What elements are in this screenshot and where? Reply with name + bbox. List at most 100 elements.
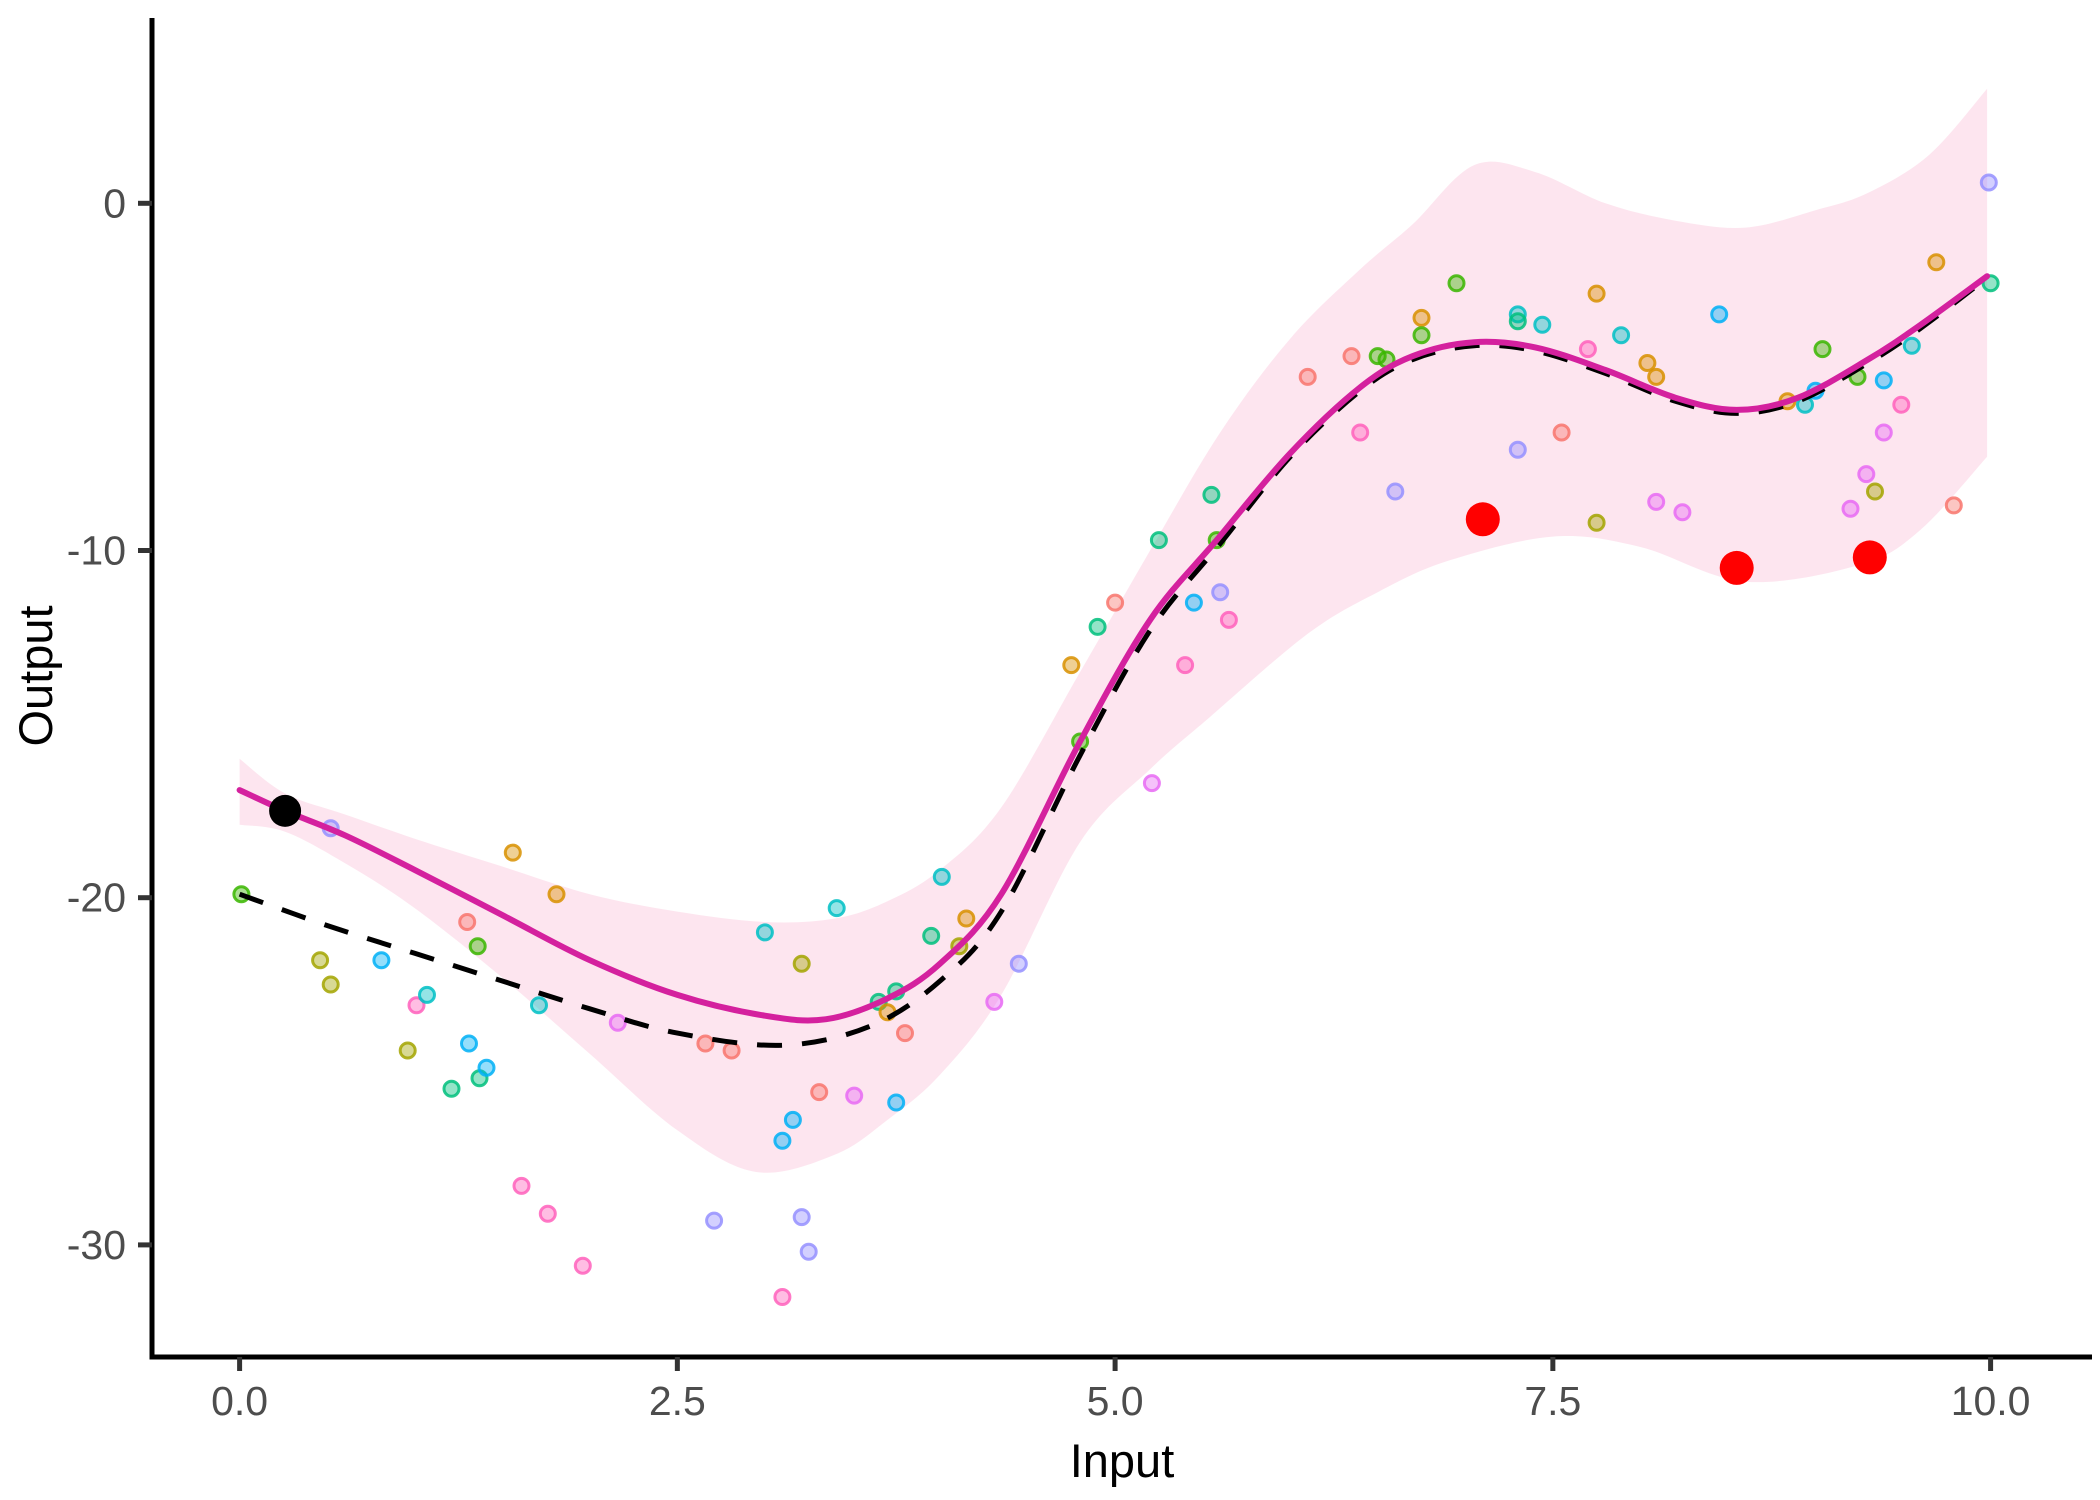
gp-mean-curve	[236, 273, 1991, 1024]
data-point-turquoise	[530, 996, 548, 1015]
data-point-orchid	[608, 1013, 627, 1032]
data-point-salmon	[1944, 496, 1963, 515]
data-point-emerald	[1149, 531, 1168, 550]
data-point-orange	[1412, 308, 1431, 327]
data-point-orange	[1647, 367, 1666, 386]
data-point-orchid	[1647, 492, 1666, 511]
data-point-emerald	[922, 926, 941, 945]
data-point-lavender	[1009, 954, 1028, 973]
data-point-salmon	[896, 1024, 914, 1043]
data-point-pink	[1351, 423, 1370, 442]
data-point-olive	[398, 1041, 417, 1060]
data-point-orange	[957, 909, 976, 928]
data-point-lavender	[1386, 482, 1405, 501]
black-highlight-point	[269, 794, 302, 827]
y-tick-label: -10	[67, 528, 126, 574]
data-point-pink	[573, 1256, 592, 1275]
data-point-pink	[1892, 395, 1911, 414]
data-point-olive	[321, 975, 340, 994]
data-point-sky	[1184, 593, 1203, 612]
data-point-green	[468, 937, 487, 956]
data-point-orchid	[1841, 499, 1860, 518]
data-point-emerald	[1088, 617, 1107, 636]
ribbon-area	[239, 88, 1988, 1173]
data-point-sky	[477, 1058, 496, 1077]
mean-curve-path	[236, 273, 1991, 1024]
data-point-orchid	[985, 992, 1004, 1011]
data-point-orchid	[1874, 423, 1893, 442]
data-point-turquoise	[418, 985, 436, 1004]
axes	[138, 18, 2092, 1371]
data-point-orange	[503, 843, 522, 862]
data-point-green	[1813, 340, 1832, 359]
data-point-salmon	[458, 913, 477, 931]
y-axis-title: Output	[9, 605, 62, 746]
x-tick-label: 10.0	[1951, 1378, 2031, 1424]
data-point-salmon	[696, 1034, 715, 1053]
true-function-dashed-curve	[238, 275, 1989, 1048]
y-tick-label: -20	[67, 875, 126, 921]
x-tick-label: 2.5	[649, 1378, 706, 1424]
x-tick-label: 0.0	[211, 1378, 268, 1424]
data-point-salmon	[1552, 423, 1571, 442]
data-point-lavender	[705, 1211, 724, 1230]
data-point-green	[1447, 274, 1466, 293]
data-point-turquoise	[1533, 315, 1552, 334]
data-point-turquoise	[1612, 326, 1631, 345]
red-highlight-point	[1719, 550, 1754, 585]
data-point-orange	[1638, 354, 1657, 372]
data-point-orange	[1927, 253, 1946, 272]
data-point-sky	[1874, 371, 1893, 390]
data-point-olive	[792, 954, 811, 973]
data-point-orchid	[1142, 774, 1161, 793]
data-point-sky	[783, 1110, 802, 1129]
data-point-emerald	[1202, 485, 1221, 504]
data-point-olive	[311, 951, 330, 970]
data-point-sky	[460, 1034, 478, 1053]
data-point-salmon	[1106, 593, 1125, 612]
data-point-lavender	[792, 1208, 811, 1227]
data-point-sky	[887, 1093, 906, 1112]
data-point-turquoise	[755, 923, 774, 942]
data-point-pink	[407, 996, 426, 1015]
dashed-curve-path	[238, 275, 1989, 1048]
red-highlight-point	[1465, 502, 1500, 537]
data-point-salmon	[1298, 367, 1317, 386]
data-point-sky	[1710, 305, 1729, 324]
x-axis-title: Input	[1070, 1434, 1175, 1487]
data-point-pink	[512, 1176, 531, 1195]
data-point-salmon	[1342, 347, 1361, 366]
data-point-orchid	[1673, 503, 1692, 522]
red-highlight-point	[1852, 540, 1887, 575]
data-point-sky	[773, 1131, 792, 1150]
data-point-orchid	[1857, 465, 1876, 484]
data-point-salmon	[810, 1083, 829, 1102]
x-tick-label: 5.0	[1087, 1378, 1144, 1424]
data-point-sky	[372, 951, 391, 970]
highlight-points	[269, 502, 1887, 827]
data-point-pink	[1219, 610, 1238, 629]
data-point-turquoise	[932, 867, 951, 886]
data-point-orange	[1062, 656, 1081, 675]
data-point-green	[1412, 326, 1431, 345]
data-point-lavender	[1508, 440, 1527, 459]
data-point-turquoise	[827, 899, 846, 918]
x-tick-label: 7.5	[1524, 1378, 1581, 1424]
data-point-pink	[773, 1288, 792, 1306]
data-point-emerald	[1508, 312, 1527, 331]
data-point-pink	[1176, 656, 1195, 675]
data-point-orange	[547, 885, 566, 904]
tick-labels: 0 -10 -20 -30 0.0 2.5 5.0 7.5 10.0	[67, 180, 2031, 1424]
data-point-orange	[1587, 284, 1606, 303]
data-point-turquoise	[1902, 336, 1921, 355]
data-point-pink	[538, 1204, 557, 1223]
data-point-lavender	[1211, 583, 1230, 602]
data-point-pink	[1578, 340, 1597, 359]
data-point-orchid	[845, 1086, 864, 1105]
y-tick-label: 0	[103, 180, 126, 226]
data-point-lavender	[799, 1242, 818, 1261]
data-point-lavender	[1979, 173, 1998, 192]
confidence-ribbon	[239, 88, 1988, 1173]
